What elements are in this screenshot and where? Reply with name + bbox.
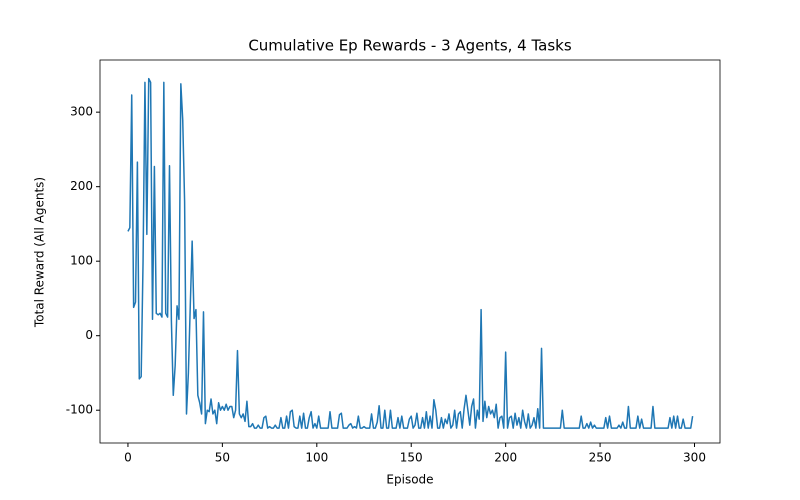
x-tick-label: 50 (215, 451, 230, 465)
plot-frame (99, 59, 721, 444)
y-tick-label: 100 (70, 254, 93, 268)
x-axis-label: Episode (386, 473, 433, 487)
x-tick-label: 100 (305, 451, 328, 465)
y-tick-label: 0 (85, 328, 93, 342)
x-tick-label: 200 (494, 451, 517, 465)
x-tick-label: 150 (400, 451, 423, 465)
x-tick-label: 250 (589, 451, 612, 465)
y-tick-label: -100 (66, 403, 93, 417)
y-tick-label: 300 (70, 105, 93, 119)
y-axis-label: Total Reward (All Agents) (33, 177, 47, 328)
x-tick-label: 0 (124, 451, 132, 465)
chart-title: Cumulative Ep Rewards - 3 Agents, 4 Task… (248, 37, 572, 55)
x-tick-label: 300 (683, 451, 706, 465)
line (127, 77, 694, 429)
y-tick-label: 200 (70, 179, 93, 193)
